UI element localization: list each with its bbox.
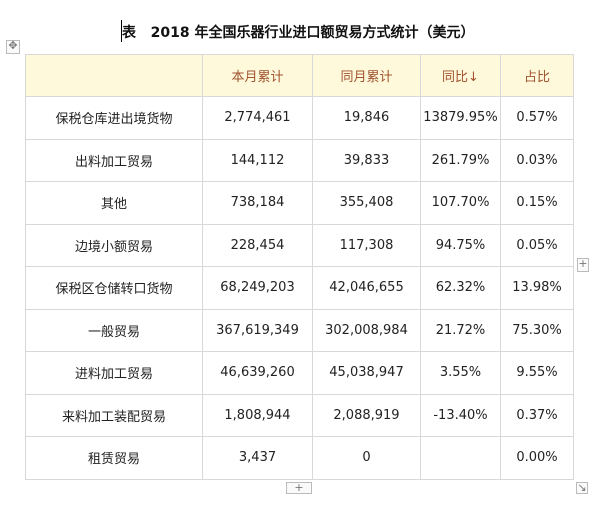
table-cell: 进料加工贸易 bbox=[25, 351, 203, 395]
table-cell: 租赁贸易 bbox=[25, 436, 203, 480]
table-cell: 21.72% bbox=[420, 308, 501, 352]
table-cell: 144,112 bbox=[202, 138, 313, 182]
header-cell bbox=[25, 54, 203, 97]
table-cell: 1,808,944 bbox=[202, 393, 313, 437]
table-row: 保税仓库进出境货物 2,774,461 19,846 13879.95% 0.57% bbox=[25, 96, 574, 140]
table-cell: 107.70% bbox=[420, 181, 501, 225]
table-cell: 0 bbox=[312, 436, 421, 480]
table-cell: 9.55% bbox=[500, 351, 574, 395]
table-cell: 261.79% bbox=[420, 138, 501, 182]
table-cell: 出料加工贸易 bbox=[25, 138, 203, 182]
table-cell: 62.32% bbox=[420, 266, 501, 310]
table-row: 租赁贸易 3,437 0 0.00% bbox=[25, 436, 574, 480]
table-cell: 2,088,919 bbox=[312, 393, 421, 437]
table-move-handle[interactable]: ✥ bbox=[6, 40, 20, 54]
table-cell: 来料加工装配贸易 bbox=[25, 393, 203, 437]
table-cell: 0.00% bbox=[500, 436, 574, 480]
add-row-button[interactable]: + bbox=[286, 482, 312, 494]
table-cell: 0.57% bbox=[500, 96, 574, 140]
table-cell: 42,046,655 bbox=[312, 266, 421, 310]
text-cursor bbox=[121, 20, 122, 42]
table-row: 一般贸易 367,619,349 302,008,984 21.72% 75.30% bbox=[25, 308, 574, 352]
table-cell: 75.30% bbox=[500, 308, 574, 352]
header-cell: 本月累计 bbox=[202, 54, 313, 97]
table-cell: 68,249,203 bbox=[202, 266, 313, 310]
table-cell: 13.98% bbox=[500, 266, 574, 310]
header-row: 本月累计 同月累计 同比↓ 占比 bbox=[25, 54, 574, 97]
table-cell bbox=[420, 436, 501, 480]
table-cell: 13879.95% bbox=[420, 96, 501, 140]
table-cell: 94.75% bbox=[420, 223, 501, 267]
table-cell: 45,038,947 bbox=[312, 351, 421, 395]
table-cell: 367,619,349 bbox=[202, 308, 313, 352]
header-cell: 同比↓ bbox=[420, 54, 501, 97]
table-row: 进料加工贸易 46,639,260 45,038,947 3.55% 9.55% bbox=[25, 351, 574, 395]
data-table: 本月累计 同月累计 同比↓ 占比 保税仓库进出境货物 2,774,461 19,846 13… bbox=[25, 54, 574, 480]
table-cell: 保税区仓储转口货物 bbox=[25, 266, 203, 310]
table-cell: 228,454 bbox=[202, 223, 313, 267]
header-cell: 同月累计 bbox=[312, 54, 421, 97]
table-cell: 355,408 bbox=[312, 181, 421, 225]
table-title: 表 2018 年全国乐器行业进口额贸易方式统计（美元） bbox=[122, 25, 475, 41]
table-cell: 39,833 bbox=[312, 138, 421, 182]
table-cell: -13.40% bbox=[420, 393, 501, 437]
table-cell: 0.37% bbox=[500, 393, 574, 437]
table-row: 其他 738,184 355,408 107.70% 0.15% bbox=[25, 181, 574, 225]
table-cell: 0.15% bbox=[500, 181, 574, 225]
table-cell: 0.03% bbox=[500, 138, 574, 182]
table-row: 来料加工装配贸易 1,808,944 2,088,919 -13.40% 0.37% bbox=[25, 393, 574, 437]
table-cell: 302,008,984 bbox=[312, 308, 421, 352]
resize-handle[interactable]: ↘ bbox=[576, 481, 588, 494]
table-cell: 0.05% bbox=[500, 223, 574, 267]
table-cell: 其他 bbox=[25, 181, 203, 225]
table-cell: 3.55% bbox=[420, 351, 501, 395]
table-cell: 738,184 bbox=[202, 181, 313, 225]
table-cell: 一般贸易 bbox=[25, 308, 203, 352]
table-cell: 2,774,461 bbox=[202, 96, 313, 140]
add-column-button[interactable]: + bbox=[577, 257, 589, 272]
table-row: 边境小额贸易 228,454 117,308 94.75% 0.05% bbox=[25, 223, 574, 267]
header-cell: 占比 bbox=[500, 54, 574, 97]
table-row: 出料加工贸易 144,112 39,833 261.79% 0.03% bbox=[25, 138, 574, 182]
table-cell: 保税仓库进出境货物 bbox=[25, 96, 203, 140]
table-row: 保税区仓储转口货物 68,249,203 42,046,655 62.32% 13.98… bbox=[25, 266, 574, 310]
table-cell: 3,437 bbox=[202, 436, 313, 480]
table-cell: 19,846 bbox=[312, 96, 421, 140]
table-cell: 117,308 bbox=[312, 223, 421, 267]
table-cell: 46,639,260 bbox=[202, 351, 313, 395]
table-cell: 边境小额贸易 bbox=[25, 223, 203, 267]
